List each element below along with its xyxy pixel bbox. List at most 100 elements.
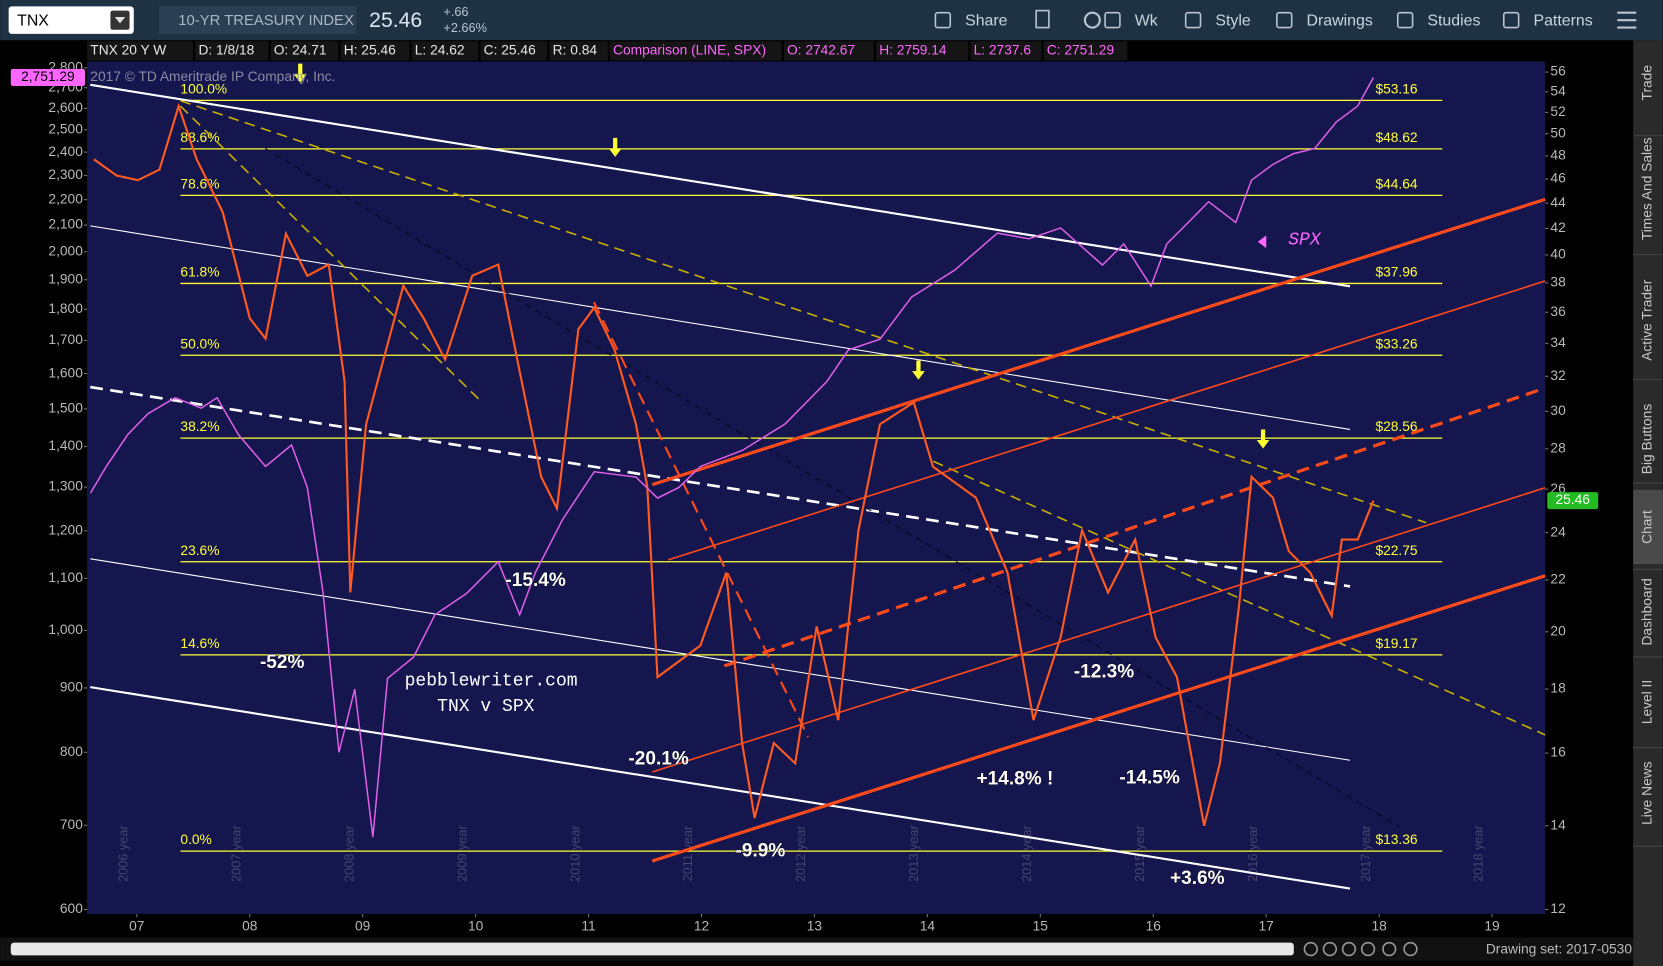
toolbar-button[interactable]: Patterns bbox=[1533, 12, 1592, 29]
info-cell bbox=[340, 41, 410, 61]
x-tick-label: 18 bbox=[1371, 918, 1387, 933]
info-item: TNX 20 Y W bbox=[90, 43, 166, 58]
fib-price: $22.75 bbox=[1375, 543, 1417, 558]
footer-control[interactable] bbox=[1341, 941, 1357, 957]
side-tab-active bbox=[1633, 489, 1663, 565]
icon-beaker[interactable] bbox=[1035, 9, 1050, 29]
y-tick-label: 1,900 bbox=[48, 271, 83, 286]
y-tick-label: 1,800 bbox=[48, 301, 83, 316]
y2-tick-label: 30 bbox=[1550, 403, 1566, 418]
year-watermark: 2006 year bbox=[116, 825, 131, 882]
info-cell bbox=[87, 41, 194, 61]
y2-tick-label: 54 bbox=[1550, 83, 1566, 98]
y2-tick-label: 26 bbox=[1550, 481, 1566, 496]
y-tick-label: 2,400 bbox=[48, 144, 83, 159]
price-tag-label: 2,751.29 bbox=[21, 69, 75, 84]
icon-menu[interactable] bbox=[1617, 11, 1637, 29]
y-tick-label: 600 bbox=[60, 901, 83, 916]
toolbar-button[interactable]: Wk bbox=[1135, 12, 1158, 29]
year-watermark: 2009 year bbox=[454, 825, 469, 882]
year-watermark: 2015 year bbox=[1132, 825, 1147, 882]
toolbar-icon[interactable] bbox=[1396, 11, 1414, 29]
y2-tick-label: 38 bbox=[1550, 275, 1566, 290]
fib-ratio: 50.0% bbox=[180, 336, 219, 351]
dropdown-arrow bbox=[114, 16, 126, 24]
y2-tick-label: 22 bbox=[1550, 572, 1565, 587]
toolbar-button[interactable]: Drawings bbox=[1307, 12, 1373, 29]
y2-tick-label: 56 bbox=[1550, 64, 1566, 79]
footer-control[interactable] bbox=[1322, 941, 1338, 957]
trend-line bbox=[651, 574, 1546, 863]
copyright: 2017 © TD Ameritrade IP Company, Inc. bbox=[90, 69, 335, 84]
fib-price: $44.64 bbox=[1375, 176, 1417, 191]
side-tab[interactable]: Trade bbox=[1640, 65, 1655, 101]
x-tick-label: 11 bbox=[581, 918, 595, 933]
fib-ratio: 14.6% bbox=[180, 636, 219, 651]
y2-tick-label: 28 bbox=[1550, 441, 1566, 456]
symbol-box[interactable] bbox=[8, 6, 134, 34]
y-tick-label: 700 bbox=[60, 817, 83, 832]
info-cell bbox=[876, 41, 969, 61]
trend-line bbox=[667, 280, 1546, 561]
year-watermark: 2017 year bbox=[1358, 825, 1373, 882]
toolbar-button[interactable]: Share bbox=[965, 12, 1008, 29]
y2-tick-label: 40 bbox=[1550, 247, 1566, 262]
annotation: -9.9% bbox=[736, 841, 786, 862]
info-cell bbox=[609, 41, 782, 61]
footer-control[interactable] bbox=[1360, 941, 1376, 957]
icon-settings[interactable] bbox=[1083, 11, 1101, 29]
side-tab[interactable]: Active Trader bbox=[1640, 279, 1655, 361]
info-item: Comparison (LINE, SPX) bbox=[613, 43, 766, 58]
toolbar-icon[interactable] bbox=[1184, 11, 1202, 29]
trend-line bbox=[180, 99, 1427, 524]
toolbar-button[interactable]: Studies bbox=[1427, 12, 1480, 29]
footer-control[interactable] bbox=[1303, 941, 1318, 957]
toolbar-icon[interactable] bbox=[1502, 11, 1520, 29]
trend-line bbox=[723, 386, 1546, 668]
side-tab[interactable]: Dashboard bbox=[1640, 578, 1655, 645]
annotation: -20.1% bbox=[628, 748, 688, 769]
y-tick-label: 800 bbox=[60, 744, 83, 759]
fib-price: $28.56 bbox=[1375, 419, 1417, 434]
trend-line bbox=[932, 460, 1546, 736]
side-tab[interactable]: Chart bbox=[1640, 510, 1655, 544]
spx-pointer bbox=[1257, 235, 1267, 249]
fib-price: $48.62 bbox=[1375, 130, 1417, 145]
info-cell bbox=[1043, 41, 1128, 61]
year-watermark: 2007 year bbox=[229, 825, 244, 882]
plot-area bbox=[87, 61, 1546, 915]
trend-line bbox=[90, 83, 1351, 288]
y2-tick-label: 50 bbox=[1550, 125, 1566, 140]
y2-tick-label: 32 bbox=[1550, 368, 1565, 383]
trend-line bbox=[179, 105, 484, 404]
fib-price: $33.26 bbox=[1375, 336, 1417, 351]
fib-price: $37.96 bbox=[1375, 264, 1417, 279]
x-tick-label: 08 bbox=[242, 918, 258, 933]
toolbar-button[interactable]: Style bbox=[1215, 12, 1250, 29]
y-tick-label: 2,000 bbox=[48, 243, 83, 258]
info-item: L: 24.62 bbox=[415, 43, 465, 58]
footer-control[interactable] bbox=[1403, 941, 1418, 957]
y2-tick-label: 20 bbox=[1550, 623, 1566, 638]
footer-control[interactable] bbox=[1382, 941, 1397, 957]
info-item: H: 25.46 bbox=[344, 43, 396, 58]
scroll-thumb[interactable] bbox=[10, 942, 1294, 956]
toolbar-icon[interactable] bbox=[1276, 11, 1293, 29]
toolbar-icon[interactable] bbox=[1104, 11, 1121, 29]
symbol: TNX bbox=[17, 12, 49, 29]
side-tab[interactable]: Level II bbox=[1640, 680, 1655, 724]
year-watermark: 2016 year bbox=[1245, 825, 1260, 882]
side-tab[interactable]: Times And Sales bbox=[1640, 137, 1655, 240]
x-tick-label: 12 bbox=[694, 918, 709, 933]
x-tick-label: 15 bbox=[1033, 918, 1049, 933]
y-tick-label: 1,500 bbox=[48, 401, 83, 416]
side-tab[interactable]: Big Buttons bbox=[1640, 404, 1655, 475]
annotation: pebblewriter.com bbox=[405, 672, 578, 692]
year-watermark: 2018 year bbox=[1471, 825, 1486, 882]
info-cell bbox=[195, 41, 269, 61]
marker-arrow bbox=[608, 137, 622, 157]
side-tab[interactable]: Live News bbox=[1640, 761, 1655, 825]
fib-ratio: 78.6% bbox=[180, 176, 219, 191]
toolbar-icon[interactable] bbox=[934, 11, 952, 29]
